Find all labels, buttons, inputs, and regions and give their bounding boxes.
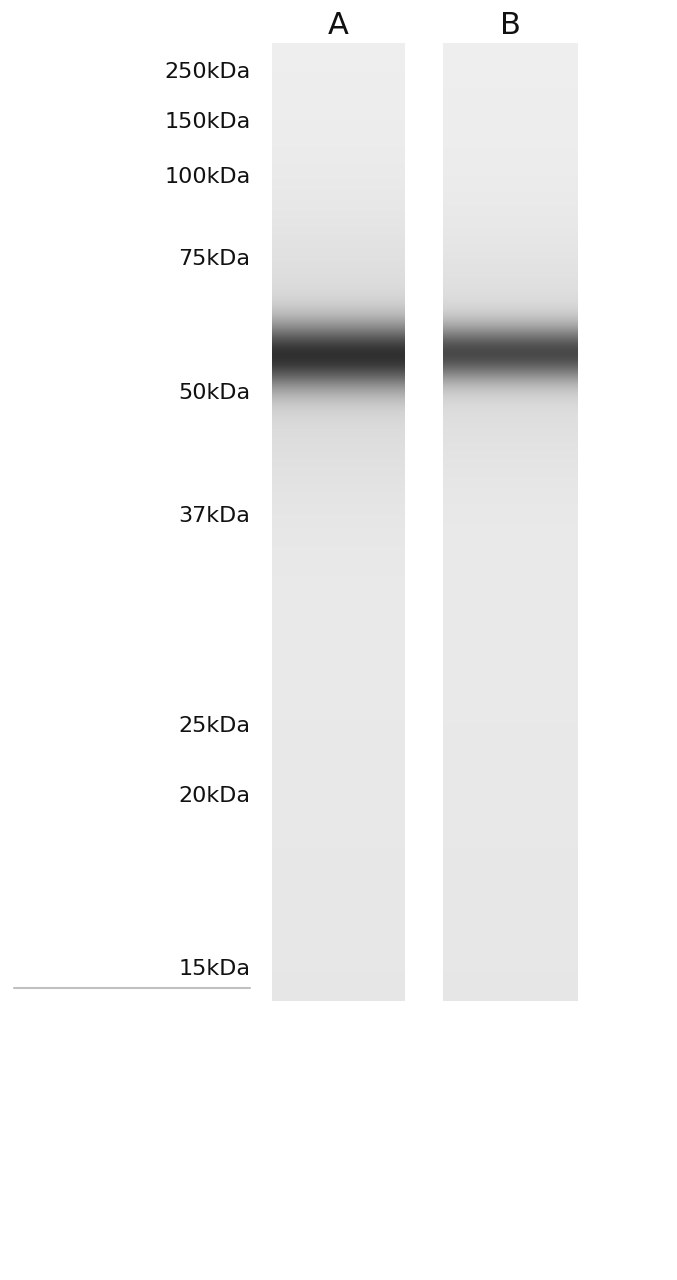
Text: 20kDa: 20kDa [179,786,250,806]
Text: 150kDa: 150kDa [165,111,250,132]
Text: 37kDa: 37kDa [179,506,250,526]
Text: 75kDa: 75kDa [179,248,250,269]
Text: 250kDa: 250kDa [165,61,250,82]
Text: 25kDa: 25kDa [179,716,250,736]
Text: 15kDa: 15kDa [179,959,250,979]
Text: A: A [328,12,349,40]
Text: B: B [500,12,521,40]
Text: 50kDa: 50kDa [178,383,250,403]
Text: 100kDa: 100kDa [165,166,250,187]
